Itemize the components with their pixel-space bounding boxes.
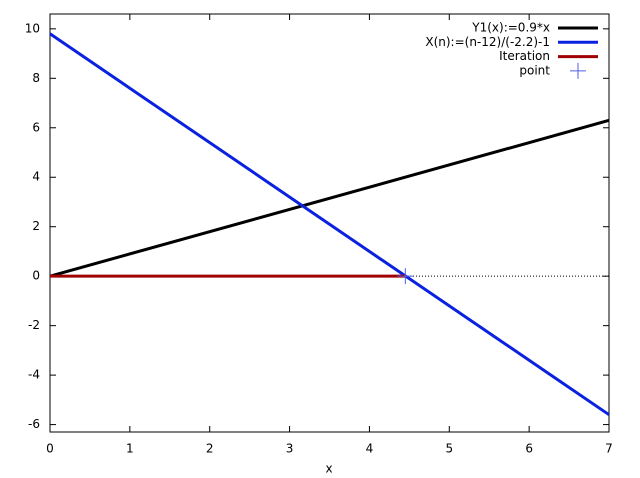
y-tick-label: 2 (32, 219, 40, 233)
y-tick-label: 10 (25, 21, 40, 35)
y-tick-label: 0 (32, 269, 40, 283)
y-tick-label: -2 (28, 318, 40, 332)
x-tick-label: 2 (206, 442, 214, 456)
y-tick-label: -6 (28, 417, 40, 431)
x-tick-label: 7 (605, 442, 613, 456)
data-point (397, 268, 414, 285)
legend-label: point (519, 63, 550, 77)
legend-label: X(n):=(n-12)/(-2.2)-1 (425, 35, 550, 49)
x-tick-label: 3 (286, 442, 294, 456)
y-tick-label: 4 (32, 170, 40, 184)
x-axis-label: x (325, 462, 332, 476)
legend-label: Y1(x):=0.9*x (471, 21, 550, 35)
series-line (49, 118, 610, 278)
x-tick-label: 4 (366, 442, 374, 456)
x-tick-label: 5 (445, 442, 453, 456)
plot-frame (49, 13, 610, 433)
x-tick-label: 0 (46, 442, 54, 456)
y-tick-label: -4 (28, 368, 40, 382)
y-tick-label: 6 (32, 120, 40, 134)
x-tick-label: 6 (525, 442, 533, 456)
legend-marker (570, 62, 586, 79)
legend-label: Iteration (499, 49, 550, 63)
x-tick-label: 1 (126, 442, 134, 456)
series-line (49, 32, 610, 416)
y-tick-label: 8 (32, 71, 40, 85)
